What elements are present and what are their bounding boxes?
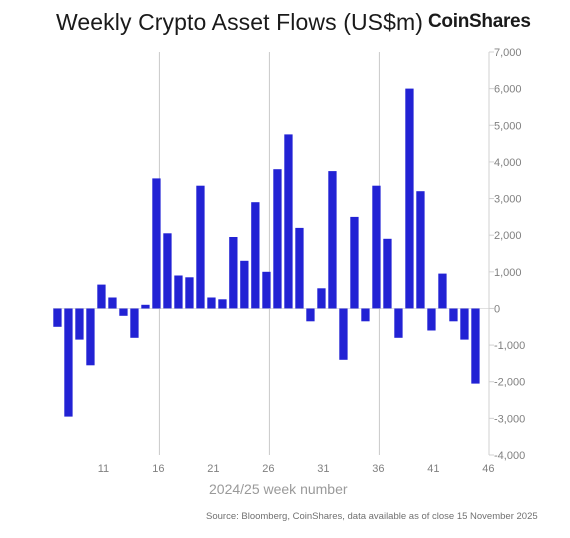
bar-week-17 [163, 233, 172, 309]
bar-week-31 [317, 288, 326, 309]
bar-week-20 [196, 185, 205, 309]
y-tick-label: -3,000 [494, 413, 525, 425]
bar-week-38 [394, 308, 403, 338]
bar-week-11 [97, 284, 106, 309]
y-tick-label: -4,000 [494, 450, 525, 462]
y-tick-label: -2,000 [494, 377, 525, 389]
bar-week-39 [405, 88, 414, 309]
y-tick-label: 7,000 [494, 47, 522, 59]
x-tick-label: 16 [152, 463, 164, 475]
coinshares-logo: CoinShares [428, 11, 531, 32]
bar-week-43 [449, 308, 458, 322]
bar-week-14 [130, 308, 139, 338]
y-tick-label: 1,000 [494, 267, 522, 279]
source-note: Source: Bloomberg, CoinShares, data avai… [206, 511, 538, 522]
bar-week-18 [174, 275, 183, 309]
bar-week-15 [141, 304, 150, 309]
bar-week-21 [207, 297, 216, 309]
bar-week-16 [152, 178, 161, 309]
x-tick-label: 46 [482, 463, 494, 475]
x-axis-label: 2024/25 week number [209, 481, 348, 497]
bar-week-33 [339, 308, 348, 360]
x-tick-label: 31 [317, 463, 329, 475]
bar-week-45 [471, 308, 480, 384]
y-tick-label: 5,000 [494, 120, 522, 132]
y-tick-label: 4,000 [494, 157, 522, 169]
bar-week-27 [273, 169, 282, 309]
bars [53, 88, 480, 417]
bar-week-19 [185, 277, 194, 309]
y-tick-label: -1,000 [494, 340, 525, 352]
y-tick-label: 3,000 [494, 194, 522, 206]
bar-week-22 [218, 299, 227, 309]
bar-week-25 [251, 202, 260, 309]
bar-week-23 [229, 237, 238, 309]
bar-week-30 [306, 308, 315, 322]
bar-week-42 [438, 273, 447, 309]
x-tick-label: 26 [262, 463, 274, 475]
y-tick-label: 0 [494, 303, 500, 315]
x-tick-label: 41 [427, 463, 439, 475]
y-tick-labels: 7,000 6,000 5,000 4,000 3,000 2,000 1,000 0 -1,0… [494, 47, 525, 462]
bar-week-12 [108, 297, 117, 309]
bar-week-13 [119, 308, 128, 316]
y-tick-label: 6,000 [494, 84, 522, 96]
bar-week-7 [53, 308, 62, 327]
bar-week-9 [75, 308, 84, 340]
x-tick-labels: 11 16 21 26 31 36 41 46 [98, 463, 495, 475]
bar-week-8 [64, 308, 73, 417]
bar-week-28 [284, 134, 293, 309]
x-tick-label: 36 [372, 463, 384, 475]
bar-week-10 [86, 308, 95, 366]
x-tick-label: 21 [207, 463, 219, 475]
bar-week-41 [427, 308, 436, 331]
axes [488, 51, 494, 456]
bar-week-24 [240, 260, 249, 309]
bar-week-32 [328, 171, 337, 309]
chart-title: Weekly Crypto Asset Flows (US$m) [56, 9, 424, 35]
bar-week-35 [361, 308, 370, 322]
bar-week-37 [383, 238, 392, 309]
bar-week-36 [372, 185, 381, 309]
bar-week-44 [460, 308, 469, 340]
bar-week-29 [295, 227, 304, 309]
bar-week-34 [350, 216, 359, 309]
y-tick-label: 2,000 [494, 230, 522, 242]
bar-week-26 [262, 271, 271, 309]
bar-week-40 [416, 191, 425, 309]
x-tick-label: 11 [98, 463, 109, 475]
